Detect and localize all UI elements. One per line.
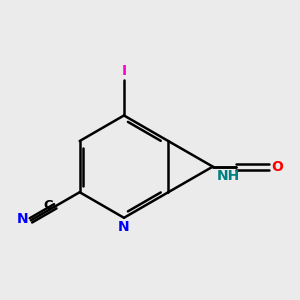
Text: I: I — [122, 64, 127, 78]
Text: N: N — [118, 220, 130, 234]
Text: O: O — [272, 160, 284, 174]
Text: NH: NH — [217, 169, 240, 183]
Text: N: N — [17, 212, 29, 226]
Text: C: C — [44, 199, 53, 212]
